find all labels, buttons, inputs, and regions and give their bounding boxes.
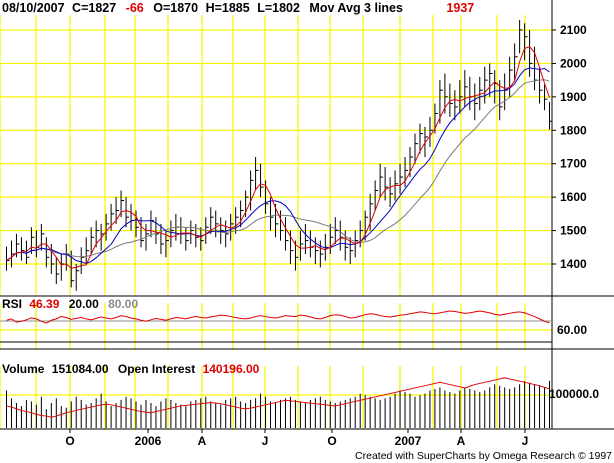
- x-tick-label: A: [198, 434, 207, 448]
- y-tick-label: 1400: [560, 257, 587, 271]
- volume-header: Volume 151084.00 Open Interest 140196.00: [2, 362, 259, 376]
- x-tick-label: O: [65, 434, 74, 448]
- x-axis-ticks: O 2006 A J O 2007 A J: [65, 429, 528, 448]
- x-tick-label: J: [522, 434, 529, 448]
- oi-label: Open Interest: [117, 362, 196, 376]
- header-close: C=1827: [72, 1, 117, 15]
- ma-mid-line: [6, 67, 550, 265]
- y-tick-label: 1600: [560, 190, 587, 204]
- x-tick-label: J: [262, 434, 269, 448]
- credit-text: Created with SuperCharts by Omega Resear…: [355, 450, 612, 462]
- y-tick-label: 1700: [560, 157, 587, 171]
- rsi-upper: 80.00: [108, 297, 139, 311]
- header-date: 08/10/2007: [2, 1, 65, 15]
- rsi-lower: 20.00: [68, 297, 99, 311]
- rsi-series: [6, 310, 550, 324]
- header-change: -66: [125, 1, 144, 15]
- x-tick-label: O: [327, 434, 336, 448]
- moving-averages: [6, 46, 550, 269]
- x-tick-label: A: [457, 434, 466, 448]
- y-tick-label: 1500: [560, 224, 587, 238]
- ma-short-line: [6, 46, 550, 269]
- volume-value: 151084.00: [51, 362, 109, 376]
- rsi-label: RSI: [2, 297, 23, 311]
- x-tick-label: 2006: [135, 434, 162, 448]
- y-tick-label: 1900: [560, 90, 587, 104]
- price-header: 08/10/2007 C=1827 -66 O=1870 H=1885 L=18…: [2, 1, 474, 15]
- header-study-value: 1937: [446, 1, 475, 15]
- rsi-tick: 60.00: [557, 323, 588, 337]
- y-tick-label: 2100: [560, 23, 587, 37]
- header-study: Mov Avg 3 lines: [309, 1, 403, 15]
- rsi-line: [6, 310, 550, 324]
- y-tick-label: 2000: [560, 56, 587, 70]
- open-interest-line: [6, 377, 550, 418]
- panel-frames: [0, 0, 614, 430]
- y-tick-label: 1800: [560, 123, 587, 137]
- y-axis-ticks: 2100 2000 1900 1800 1700 1600 1500 1400: [552, 23, 587, 271]
- volume-label: Volume: [2, 362, 45, 376]
- header-low: L=1802: [257, 1, 300, 15]
- header-high: H=1885: [205, 1, 250, 15]
- x-tick-label: 2007: [395, 434, 422, 448]
- price-series: [5, 19, 553, 291]
- header-open: O=1870: [153, 1, 199, 15]
- volume-series: [5, 377, 551, 428]
- oi-value: 140196.00: [202, 362, 260, 376]
- rsi-value: 46.39: [29, 297, 60, 311]
- volume-tick: 100000.0: [549, 387, 600, 401]
- ma-long-line: [6, 79, 550, 262]
- rsi-header: RSI 46.39 20.00 80.00: [2, 297, 138, 311]
